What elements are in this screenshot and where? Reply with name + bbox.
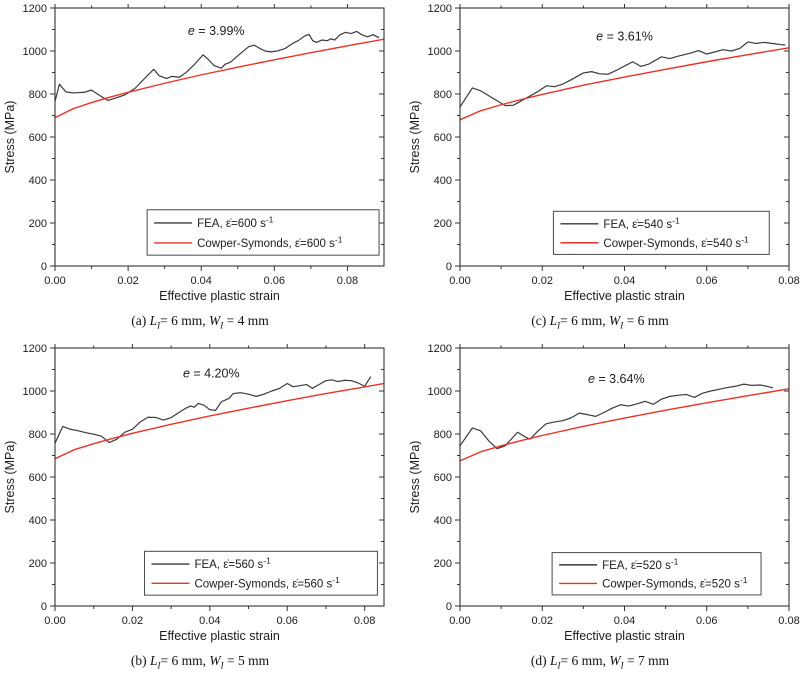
y-tick-label: 1200 xyxy=(23,343,47,355)
chart-a-caption: (a) LI= 6 mm, WI = 4 mm xyxy=(131,313,269,331)
legend-entry-label: Cowper-Symonds, ε̇=540 s-1 xyxy=(603,234,749,250)
legend-entry-label: Cowper-Symonds, ε̇=560 s-1 xyxy=(194,575,340,591)
y-tick-label: 0 xyxy=(446,261,452,273)
chart-b-canvas: 0.00 0.02 0.04 0.06 0.08 0 200 400 600 800 1000 120… xyxy=(0,340,400,652)
x-tick-label: 0.08 xyxy=(778,615,799,627)
x-tick-label: 0.00 xyxy=(44,615,65,627)
y-tick-label: 600 xyxy=(29,132,47,144)
x-axis-title: Effective plastic strain xyxy=(159,289,280,303)
y-tick-label: 200 xyxy=(434,558,452,570)
x-axis-title: Effective plastic strain xyxy=(564,629,685,643)
cowper-symonds-curve xyxy=(459,47,790,121)
x-tick-label: 0.08 xyxy=(778,275,799,287)
chart-b: 0.00 0.02 0.04 0.06 0.08 0 200 400 600 800 1000 120… xyxy=(0,340,400,679)
chart-a-canvas: 0.00 0.02 0.04 0.06 0.08 0 200 400 600 800 1000 120… xyxy=(0,0,400,312)
legend-entry-label: FEA, ε̇=560 s-1 xyxy=(194,556,271,572)
error-annotation: e = 3.99% xyxy=(188,24,245,38)
y-tick-label: 600 xyxy=(29,472,47,484)
legend-entry-label: FEA, ε̇=540 s-1 xyxy=(603,215,680,231)
y-tick-label: 0 xyxy=(41,601,47,613)
fea-curve xyxy=(54,30,380,103)
y-tick-label: 400 xyxy=(434,175,452,187)
y-tick-label: 1000 xyxy=(428,386,452,398)
x-axis-title: Effective plastic strain xyxy=(159,629,280,643)
legend-box xyxy=(552,210,770,255)
x-tick-label: 0.00 xyxy=(449,615,470,627)
x-tick-label: 0.02 xyxy=(122,615,143,627)
y-tick-label: 800 xyxy=(29,89,47,101)
y-tick-label: 400 xyxy=(29,175,47,187)
legend-entry-label: Cowper-Symonds, ε̇=520 s-1 xyxy=(602,575,748,591)
y-tick-label: 1000 xyxy=(428,46,452,58)
y-tick-label: 200 xyxy=(29,218,47,230)
legend-entry-label: FEA, ε̇=520 s-1 xyxy=(602,556,679,572)
legend-box xyxy=(551,552,762,596)
y-tick-label: 600 xyxy=(434,132,452,144)
error-annotation: e = 4.20% xyxy=(183,367,240,381)
x-tick-label: 0.02 xyxy=(532,275,553,287)
cowper-symonds-curve xyxy=(54,382,385,460)
y-tick-label: 0 xyxy=(41,261,47,273)
x-tick-label: 0.00 xyxy=(449,275,470,287)
error-annotation: e = 3.61% xyxy=(596,29,653,43)
x-tick-label: 0.06 xyxy=(696,615,717,627)
legend-entry-label: Cowper-Symonds, ε̇=600 s-1 xyxy=(197,234,343,250)
chart-d: 0.00 0.02 0.04 0.06 0.08 0 200 400 600 800 1000 120… xyxy=(400,340,800,679)
chart-c-caption: (c) LI= 6 mm, WI = 6 mm xyxy=(531,313,669,331)
y-tick-label: 1200 xyxy=(428,3,452,15)
y-tick-label: 200 xyxy=(29,558,47,570)
legend-box xyxy=(143,550,378,596)
chart-c-svg: 0.00 0.02 0.04 0.06 0.08 0 200 400 600 800 1000 120… xyxy=(408,3,800,303)
fea-curve xyxy=(54,376,372,444)
chart-d-svg: 0.00 0.02 0.04 0.06 0.08 0 200 400 600 800 1000 120… xyxy=(408,343,800,643)
chart-b-caption: (b) LI= 6 mm, WI = 5 mm xyxy=(130,653,270,671)
y-tick-label: 800 xyxy=(29,429,47,441)
y-tick-label: 1200 xyxy=(428,343,452,355)
cowper-symonds-curve xyxy=(54,38,385,119)
y-tick-label: 1200 xyxy=(23,3,47,15)
chart-c: 0.00 0.02 0.04 0.06 0.08 0 200 400 600 800 1000 120… xyxy=(400,0,800,340)
y-tick-label: 800 xyxy=(434,429,452,441)
x-tick-label: 0.02 xyxy=(532,615,553,627)
x-tick-label: 0.08 xyxy=(354,615,375,627)
chart-b-svg: 0.00 0.02 0.04 0.06 0.08 0 200 400 600 800 1000 120… xyxy=(3,343,385,643)
x-tick-label: 0.04 xyxy=(614,275,635,287)
chart-d-caption: (d) LI= 6 mm, WI = 7 mm xyxy=(530,653,670,671)
y-tick-label: 0 xyxy=(446,601,452,613)
x-tick-label: 0.04 xyxy=(191,275,212,287)
y-axis-title: Stress (MPa) xyxy=(408,441,422,514)
fea-curve xyxy=(459,41,786,108)
x-tick-label: 0.02 xyxy=(117,275,138,287)
cowper-symonds-curve xyxy=(459,388,790,462)
chart-a: 0.00 0.02 0.04 0.06 0.08 0 200 400 600 800 1000 120… xyxy=(0,0,400,340)
legend-entry-label: FEA, ε̇=600 s-1 xyxy=(197,214,274,230)
chart-d-canvas: 0.00 0.02 0.04 0.06 0.08 0 200 400 600 800 1000 120… xyxy=(405,340,800,652)
chart-c-canvas: 0.00 0.02 0.04 0.06 0.08 0 200 400 600 800 1000 120… xyxy=(405,0,800,312)
x-tick-label: 0.06 xyxy=(696,275,717,287)
x-tick-label: 0.08 xyxy=(337,275,358,287)
x-tick-label: 0.04 xyxy=(199,615,220,627)
x-axis-title: Effective plastic strain xyxy=(564,289,685,303)
chart-a-svg: 0.00 0.02 0.04 0.06 0.08 0 200 400 600 800 1000 120… xyxy=(3,3,385,303)
x-tick-label: 0.00 xyxy=(44,275,65,287)
fea-curve xyxy=(459,383,774,450)
y-tick-label: 800 xyxy=(434,89,452,101)
y-tick-label: 200 xyxy=(434,218,452,230)
legend-box xyxy=(146,209,380,256)
x-tick-label: 0.04 xyxy=(614,615,635,627)
y-tick-label: 400 xyxy=(29,515,47,527)
y-tick-label: 400 xyxy=(434,515,452,527)
y-axis-title: Stress (MPa) xyxy=(408,101,422,174)
error-annotation: e = 3.64% xyxy=(588,372,645,386)
y-tick-label: 1000 xyxy=(23,386,47,398)
x-tick-label: 0.06 xyxy=(264,275,285,287)
y-axis-title: Stress (MPa) xyxy=(3,101,17,174)
y-tick-label: 1000 xyxy=(23,46,47,58)
y-axis-title: Stress (MPa) xyxy=(3,441,17,514)
x-tick-label: 0.06 xyxy=(277,615,298,627)
y-tick-label: 600 xyxy=(434,472,452,484)
